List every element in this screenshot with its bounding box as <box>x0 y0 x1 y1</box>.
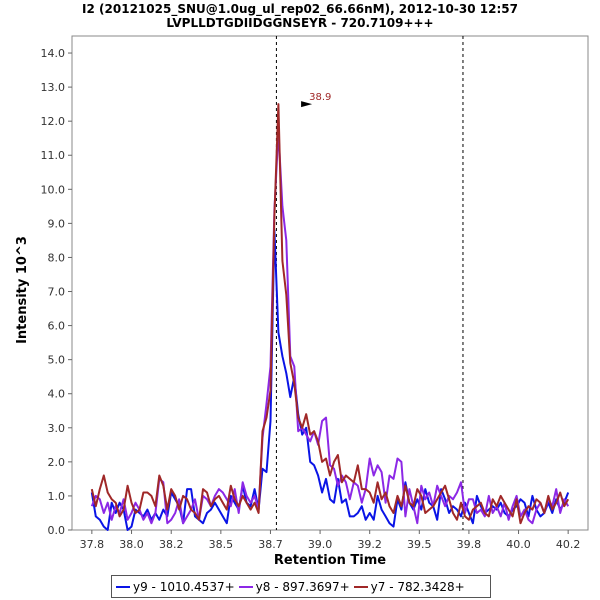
y-axis-label: Intensity 10^3 <box>15 236 30 344</box>
legend-swatch-y9 <box>116 585 130 588</box>
x-axis: 37.8 38.0 38.2 38.5 38.7 39.0 39.2 39.5 39.8 40.0… <box>80 530 581 551</box>
series-lines <box>90 103 570 531</box>
y-tick-label: 0.0 <box>48 524 66 537</box>
x-tick-label: 38.2 <box>159 538 184 551</box>
peak-label: 38.9 <box>309 92 331 103</box>
legend-item-y8: y8 - 897.3697+ <box>238 579 350 594</box>
x-tick-label: 39.2 <box>357 538 382 551</box>
y-axis: 0.0 1.0 2.0 3.0 4.0 5.0 6.0 7.0 8.0 9.0 10.0 11.0 12… <box>41 47 72 537</box>
y-tick-label: 14.0 <box>41 47 66 60</box>
legend-swatch-y8 <box>238 585 253 588</box>
legend-swatch-y7 <box>353 585 368 588</box>
y-tick-label: 12.0 <box>41 115 66 128</box>
x-tick-label: 40.2 <box>556 538 581 551</box>
x-tick-label: 38.7 <box>258 538 283 551</box>
y-tick-label: 5.0 <box>48 354 66 367</box>
x-axis-label: Retention Time <box>274 553 386 568</box>
x-tick-label: 38.0 <box>119 538 144 551</box>
y-tick-label: 9.0 <box>48 217 66 230</box>
chart-subtitle: LVPLLDTGDIIDGGNSEYR - 720.7109+++ <box>166 16 433 30</box>
y-tick-label: 4.0 <box>48 388 66 401</box>
x-tick-label: 39.8 <box>457 538 482 551</box>
x-tick-label: 37.8 <box>80 538 105 551</box>
y-tick-label: 6.0 <box>48 320 66 333</box>
legend-label-y8: y8 - 897.3697+ <box>255 579 350 594</box>
y-tick-label: 2.0 <box>48 456 66 469</box>
series-line-y7 <box>90 103 570 525</box>
chart-title: I2 (20121025_SNU@1.0ug_ul_rep02_66.66nM)… <box>82 2 518 17</box>
x-tick-label: 40.0 <box>506 538 531 551</box>
x-tick-label: 39.5 <box>407 538 432 551</box>
y-tick-label: 11.0 <box>41 149 66 162</box>
y-tick-label: 3.0 <box>48 422 66 435</box>
peak-annotation: 38.9 <box>301 92 331 108</box>
legend-label-y9: y9 - 1010.4537+ <box>133 579 235 594</box>
y-tick-label: 1.0 <box>48 490 66 503</box>
y-tick-label: 10.0 <box>41 183 66 196</box>
series-line-y8 <box>90 130 570 525</box>
legend-item-y9: y9 - 1010.4537+ <box>116 580 235 594</box>
x-tick-label: 38.5 <box>209 538 234 551</box>
y-tick-label: 13.0 <box>41 81 66 94</box>
peak-arrow-icon <box>301 101 313 108</box>
legend: y9 - 1010.4537+ y8 - 897.3697+ y7 - 782.… <box>111 575 491 598</box>
legend-item-y7: y7 - 782.3428+ <box>353 579 465 594</box>
legend-label-y7: y7 - 782.3428+ <box>370 579 465 594</box>
y-tick-label: 7.0 <box>48 286 66 299</box>
y-tick-label: 8.0 <box>48 251 66 264</box>
x-tick-label: 39.0 <box>308 538 333 551</box>
plot-area <box>71 35 589 531</box>
